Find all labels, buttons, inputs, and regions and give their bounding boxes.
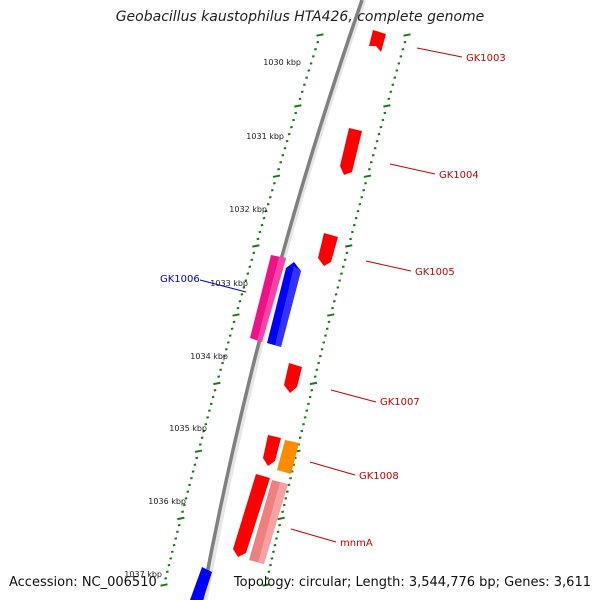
gene-label-gk1005[interactable]: GK1005: [415, 267, 455, 278]
major-tick: [252, 244, 260, 248]
major-tick: [160, 583, 168, 587]
label-lines: [199, 47, 463, 543]
label-line: [309, 461, 356, 476]
gene-label-gk1004[interactable]: GK1004: [439, 170, 479, 181]
gene-label-gk1007[interactable]: GK1007: [380, 397, 420, 408]
kbp-label: 1037 kbp: [124, 570, 162, 579]
gene-arrow[interactable]: [233, 474, 270, 557]
major-tick: [363, 174, 372, 178]
label-line: [365, 260, 412, 272]
page-title: Geobacillus kaustophilus HTA426, complet…: [115, 9, 485, 25]
gene-label-gk1003[interactable]: GK1003: [466, 53, 506, 64]
genome-summary: Topology: circular; Length: 3,544,776 bp…: [233, 575, 591, 590]
major-tick: [294, 104, 302, 108]
major-tick: [383, 104, 391, 108]
major-tick: [232, 313, 240, 317]
gene-highlight: [275, 266, 301, 347]
gene-arrow[interactable]: [284, 363, 302, 393]
major-tick: [177, 516, 185, 521]
major-tick: [277, 516, 285, 521]
gene-highlight: [258, 482, 288, 564]
gene-features: [190, 30, 386, 600]
gene-arrow[interactable]: [340, 128, 362, 175]
major-tick: [262, 583, 270, 587]
gene-arrow[interactable]: [263, 435, 281, 466]
major-tick: [272, 174, 281, 178]
accession-text: Accession: NC_006510: [9, 575, 157, 590]
kbp-label: 1031 kbp: [246, 132, 284, 141]
gene-label-gk1006[interactable]: GK1006: [160, 274, 200, 285]
major-tick: [194, 449, 203, 453]
left-tick-ring: [160, 33, 324, 587]
major-tick: [309, 381, 318, 386]
major-tick: [345, 244, 353, 248]
kbp-label: 1034 kbp: [190, 352, 228, 361]
major-tick: [213, 381, 221, 386]
gene-arrow[interactable]: [190, 567, 212, 600]
kbp-label: 1035 kbp: [169, 424, 207, 433]
kbp-labels: 1030 kbp 1031 kbp 1032 kbp 1033 kbp 1034…: [124, 58, 301, 579]
kbp-label: 1033 kbp: [210, 279, 248, 288]
kbp-label: 1036 kbp: [148, 497, 186, 506]
major-tick: [327, 313, 335, 317]
gene-arrow[interactable]: [369, 30, 386, 52]
gene-arrow[interactable]: [277, 440, 299, 474]
label-line: [199, 279, 247, 293]
major-tick: [403, 33, 411, 37]
gene-arrow[interactable]: [318, 233, 338, 266]
label-line: [330, 389, 377, 403]
major-tick: [316, 33, 324, 37]
label-line: [389, 163, 436, 175]
gene-label-gk1008[interactable]: GK1008: [359, 471, 399, 482]
kbp-label: 1030 kbp: [263, 58, 301, 67]
gene-label-mnma[interactable]: mnmA: [340, 538, 373, 549]
right-tick-ring: [262, 33, 411, 587]
kbp-label: 1032 kbp: [229, 205, 267, 214]
label-line: [416, 47, 463, 58]
gene-highlight: [257, 257, 286, 342]
gene-labels: GK1003 GK1004 GK1005 GK1006 GK1007 GK100…: [160, 53, 506, 549]
label-line: [290, 528, 337, 543]
